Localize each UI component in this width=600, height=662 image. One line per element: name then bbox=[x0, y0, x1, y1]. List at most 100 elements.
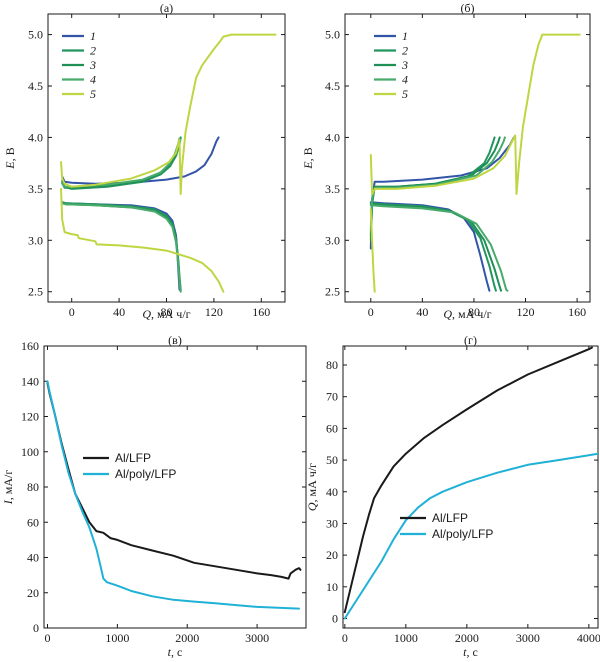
legend-entry: 4 bbox=[402, 73, 408, 87]
x-axis-variable: t bbox=[168, 645, 172, 659]
y-axis-unit: , В bbox=[301, 147, 315, 161]
y-tick-label: 3.5 bbox=[28, 182, 43, 196]
legend-entry: 5 bbox=[90, 87, 96, 101]
plot-frame bbox=[342, 345, 599, 629]
legend-entry: 5 bbox=[402, 87, 408, 101]
series-line-4-2 bbox=[61, 202, 182, 293]
x-axis-variable: t bbox=[463, 645, 467, 659]
x-tick-label: 0 bbox=[368, 305, 374, 319]
plot-frame bbox=[344, 13, 591, 303]
y-tick-label: 5.0 bbox=[28, 28, 43, 42]
y-tick-label: 80 bbox=[326, 358, 338, 372]
panel-label: (а) bbox=[160, 1, 173, 15]
y-tick-label: 40 bbox=[326, 485, 338, 499]
series-line-3-2 bbox=[369, 203, 502, 292]
series-line-Al/poly/LFP-1 bbox=[46, 380, 300, 610]
y-axis-label: E, В bbox=[3, 147, 17, 169]
legend-entry: 4 bbox=[90, 73, 96, 87]
x-axis-label: Q, мА ч/г bbox=[443, 307, 491, 321]
y-tick-label: 20 bbox=[27, 586, 39, 600]
x-tick-label: 0 bbox=[342, 631, 348, 645]
y-tick-label: 20 bbox=[326, 548, 338, 562]
x-tick-label: 0 bbox=[69, 305, 75, 319]
x-tick-label: 80 bbox=[161, 305, 173, 319]
x-tick-label: 80 bbox=[468, 305, 480, 319]
plot-frame bbox=[47, 13, 286, 303]
y-tick-label: 2.5 bbox=[28, 285, 43, 299]
y-axis-label: E, В bbox=[301, 147, 315, 169]
series-group bbox=[46, 380, 302, 610]
x-tick-label: 2000 bbox=[455, 631, 479, 645]
x-tick-label: 0 bbox=[44, 631, 50, 645]
y-tick-label: 120 bbox=[21, 410, 39, 424]
y-tick-label: 3.0 bbox=[325, 233, 340, 247]
y-axis-label: Q, мА ч/г bbox=[305, 463, 319, 511]
y-tick-label: 5.0 bbox=[325, 28, 340, 42]
x-tick-label: 120 bbox=[517, 305, 535, 319]
legend-entry: Al/poly/LFP bbox=[432, 527, 493, 541]
y-tick-label: 3.0 bbox=[28, 233, 43, 247]
series-line-5-2 bbox=[60, 187, 225, 293]
chart-panel-4: (г)0 1000 2000 3000 400001020304050607080t, … bbox=[305, 333, 600, 659]
legend-entry: 2 bbox=[90, 44, 96, 58]
y-tick-label: 100 bbox=[21, 445, 39, 459]
x-axis-label: t, с bbox=[463, 645, 478, 659]
legend-entry: 1 bbox=[402, 29, 408, 43]
y-tick-label: 0 bbox=[33, 621, 39, 635]
y-axis-variable: E bbox=[301, 161, 315, 170]
y-tick-label: 30 bbox=[326, 516, 338, 530]
x-axis-unit: , с bbox=[171, 645, 182, 659]
x-axis-label: Q, мА ч/г bbox=[142, 307, 190, 321]
legend: Al/LFP Al/poly/LFP bbox=[83, 451, 176, 481]
series-group bbox=[60, 33, 277, 293]
chart-panel-1: (а) 0 40 80 120 160 2.5 3.0 3.5 4.0 4.5 5.0 Q, мА ч/… bbox=[3, 1, 286, 321]
x-axis-unit: , с bbox=[467, 645, 478, 659]
x-axis-variable: Q bbox=[443, 307, 452, 321]
y-tick-label: 4.5 bbox=[28, 79, 43, 93]
y-tick-label: 40 bbox=[27, 551, 39, 565]
y-tick-label: 0 bbox=[332, 611, 338, 625]
x-axis-label: t, с bbox=[168, 645, 183, 659]
x-tick-label: 1000 bbox=[394, 631, 418, 645]
y-tick-label: 160 bbox=[21, 339, 39, 353]
x-tick-label: 160 bbox=[568, 305, 586, 319]
x-tick-label: 120 bbox=[205, 305, 223, 319]
x-axis-unit: , мА ч/г bbox=[452, 307, 492, 321]
series-line-4-1 bbox=[369, 136, 506, 231]
legend-entry: Al/LFP bbox=[115, 451, 151, 465]
y-tick-label: 3.5 bbox=[325, 182, 340, 196]
series-group bbox=[343, 346, 598, 620]
x-tick-label: 1000 bbox=[105, 631, 129, 645]
series-line-5-1 bbox=[369, 33, 581, 195]
y-tick-label: 140 bbox=[21, 374, 39, 388]
series-line-4-2 bbox=[369, 204, 509, 292]
y-tick-label: 4.0 bbox=[28, 130, 43, 144]
panel-label: (б) bbox=[460, 1, 474, 15]
y-tick-label: 4.0 bbox=[325, 130, 340, 144]
y-axis-variable: Q bbox=[305, 502, 319, 511]
y-tick-label: 4.5 bbox=[325, 79, 340, 93]
y-tick-label: 80 bbox=[27, 480, 39, 494]
x-tick-label: 3000 bbox=[245, 631, 269, 645]
y-tick-label: 2.5 bbox=[325, 285, 340, 299]
legend-entry: 1 bbox=[90, 29, 96, 43]
y-axis-unit: , мА ч/г bbox=[305, 463, 319, 503]
plot-frame bbox=[43, 345, 307, 629]
series-line-Al/LFP-1 bbox=[343, 346, 593, 614]
x-tick-label: 2000 bbox=[175, 631, 199, 645]
legend-entry: Al/poly/LFP bbox=[115, 467, 176, 481]
y-tick-label: 60 bbox=[27, 515, 39, 529]
panel-label: (г) bbox=[464, 333, 477, 347]
series-line-5-2 bbox=[369, 208, 376, 293]
y-axis-variable: I bbox=[1, 499, 15, 505]
x-tick-label: 4000 bbox=[577, 631, 600, 645]
y-axis-unit: , В bbox=[3, 147, 17, 161]
x-axis-unit: , мА ч/г bbox=[151, 307, 191, 321]
y-tick-label: 50 bbox=[326, 453, 338, 467]
series-line-1-2 bbox=[369, 201, 491, 292]
series-line-5-1 bbox=[60, 33, 277, 195]
legend-entry: 3 bbox=[89, 58, 96, 72]
x-tick-label: 160 bbox=[252, 305, 270, 319]
